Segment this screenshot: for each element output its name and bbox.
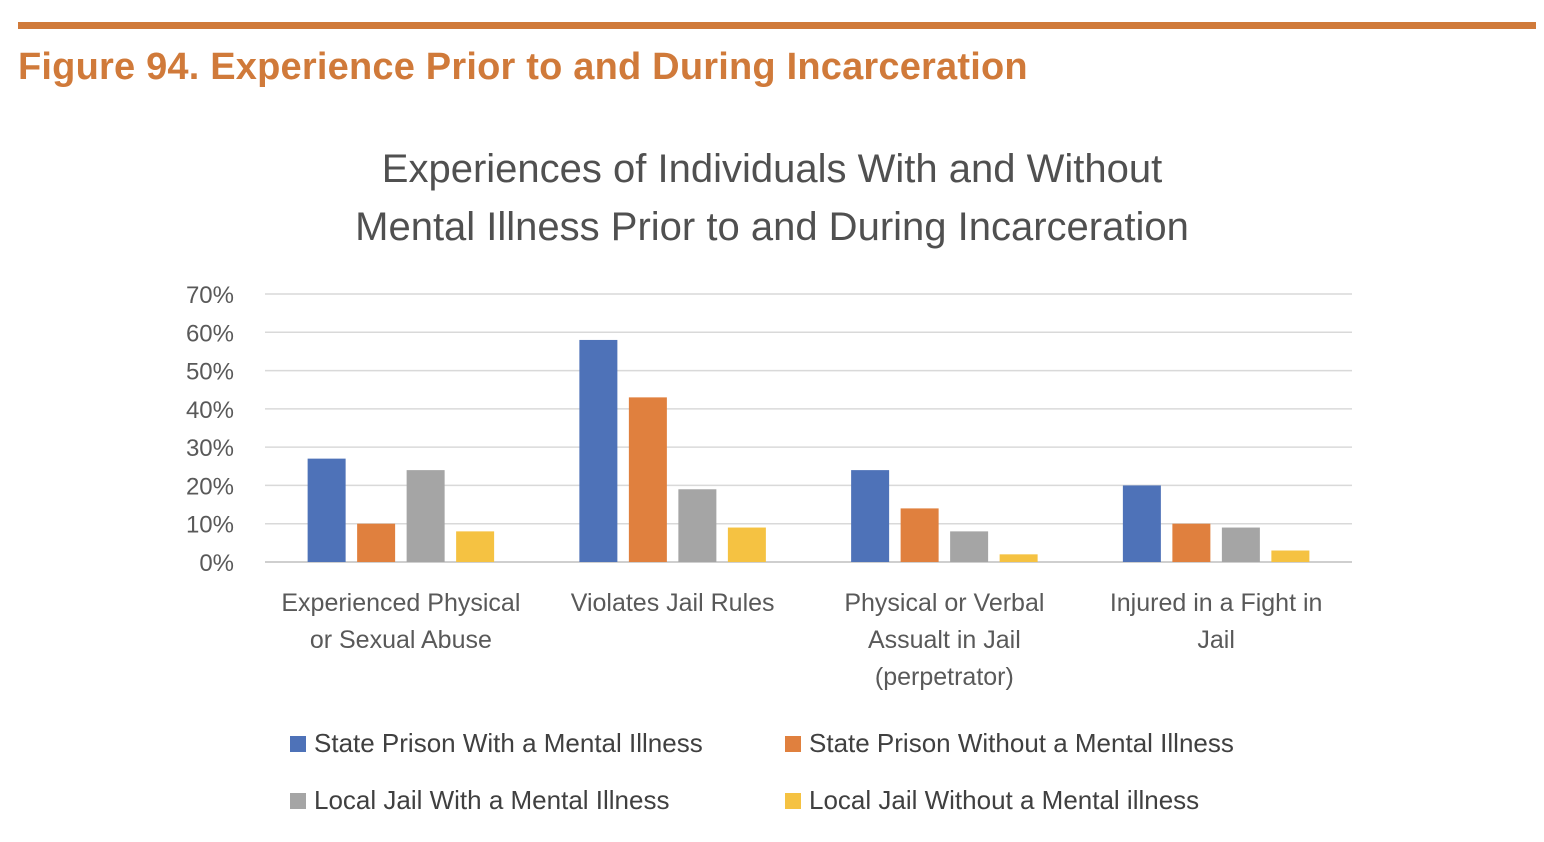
x-tick-label-3-0: Injured in a Fight in <box>1110 589 1323 617</box>
legend-item-3: Local Jail Without a Mental illness <box>785 785 1199 816</box>
bar-0-1 <box>579 339 618 562</box>
x-tick-label-2-1: Assualt in Jail <box>868 626 1021 654</box>
bar-0-2 <box>851 470 890 562</box>
bar-2-1 <box>678 489 717 562</box>
y-tick-label-4: 40% <box>186 397 234 424</box>
figure-title: Figure 94. Experience Prior to and Durin… <box>18 46 1028 88</box>
bar-3-3 <box>1271 550 1310 562</box>
bar-2-0 <box>406 470 445 562</box>
y-tick-label-2: 20% <box>186 473 234 500</box>
y-tick-label-6: 60% <box>186 320 234 347</box>
bar-1-1 <box>628 397 667 562</box>
x-tick-label-2-2: (perpetrator) <box>875 663 1014 691</box>
bar-1-3 <box>1172 523 1211 562</box>
y-tick-label-3: 30% <box>186 435 234 462</box>
y-tick-label-5: 50% <box>186 359 234 386</box>
legend-item-2: Local Jail With a Mental Illness <box>290 785 669 816</box>
legend-swatch-0 <box>290 735 306 752</box>
legend-item-1: State Prison Without a Mental Illness <box>785 728 1234 759</box>
legend-swatch-3 <box>785 792 801 809</box>
chart-title: Experiences of Individuals With and With… <box>0 140 1544 256</box>
x-tick-label-1-0: Violates Jail Rules <box>571 589 775 617</box>
bar-2-2 <box>950 531 989 562</box>
x-tick-label-0-0: Experienced Physical <box>281 589 520 617</box>
legend-label-3: Local Jail Without a Mental illness <box>809 785 1200 815</box>
bar-3-2 <box>999 554 1038 562</box>
chart-title-line-1: Experiences of Individuals With and With… <box>381 147 1163 191</box>
bar-0-0 <box>307 458 346 562</box>
bar-3-0 <box>456 531 495 562</box>
bar-3-1 <box>727 527 766 562</box>
bar-0-3 <box>1122 485 1161 562</box>
legend-item-0: State Prison With a Mental Illness <box>290 728 703 759</box>
legend-label-1: State Prison Without a Mental Illness <box>809 728 1234 758</box>
legend-label-0: State Prison With a Mental Illness <box>314 728 703 758</box>
chart-title-line-2: Mental Illness Prior to and During Incar… <box>355 205 1189 249</box>
bar-2-3 <box>1221 527 1260 562</box>
y-tick-label-0: 0% <box>199 550 234 577</box>
bar-1-0 <box>357 523 396 562</box>
y-tick-label-1: 10% <box>186 512 234 539</box>
x-tick-label-0-1: or Sexual Abuse <box>310 626 492 654</box>
x-tick-label-3-1: Jail <box>1197 626 1235 654</box>
x-tick-label-2-0: Physical or Verbal <box>844 589 1044 617</box>
legend-swatch-1 <box>785 735 801 752</box>
y-tick-label-7: 70% <box>186 282 234 309</box>
top-rule <box>18 22 1536 29</box>
bar-1-2 <box>900 508 939 562</box>
legend-label-2: Local Jail With a Mental Illness <box>314 785 670 815</box>
legend-swatch-2 <box>290 792 306 809</box>
